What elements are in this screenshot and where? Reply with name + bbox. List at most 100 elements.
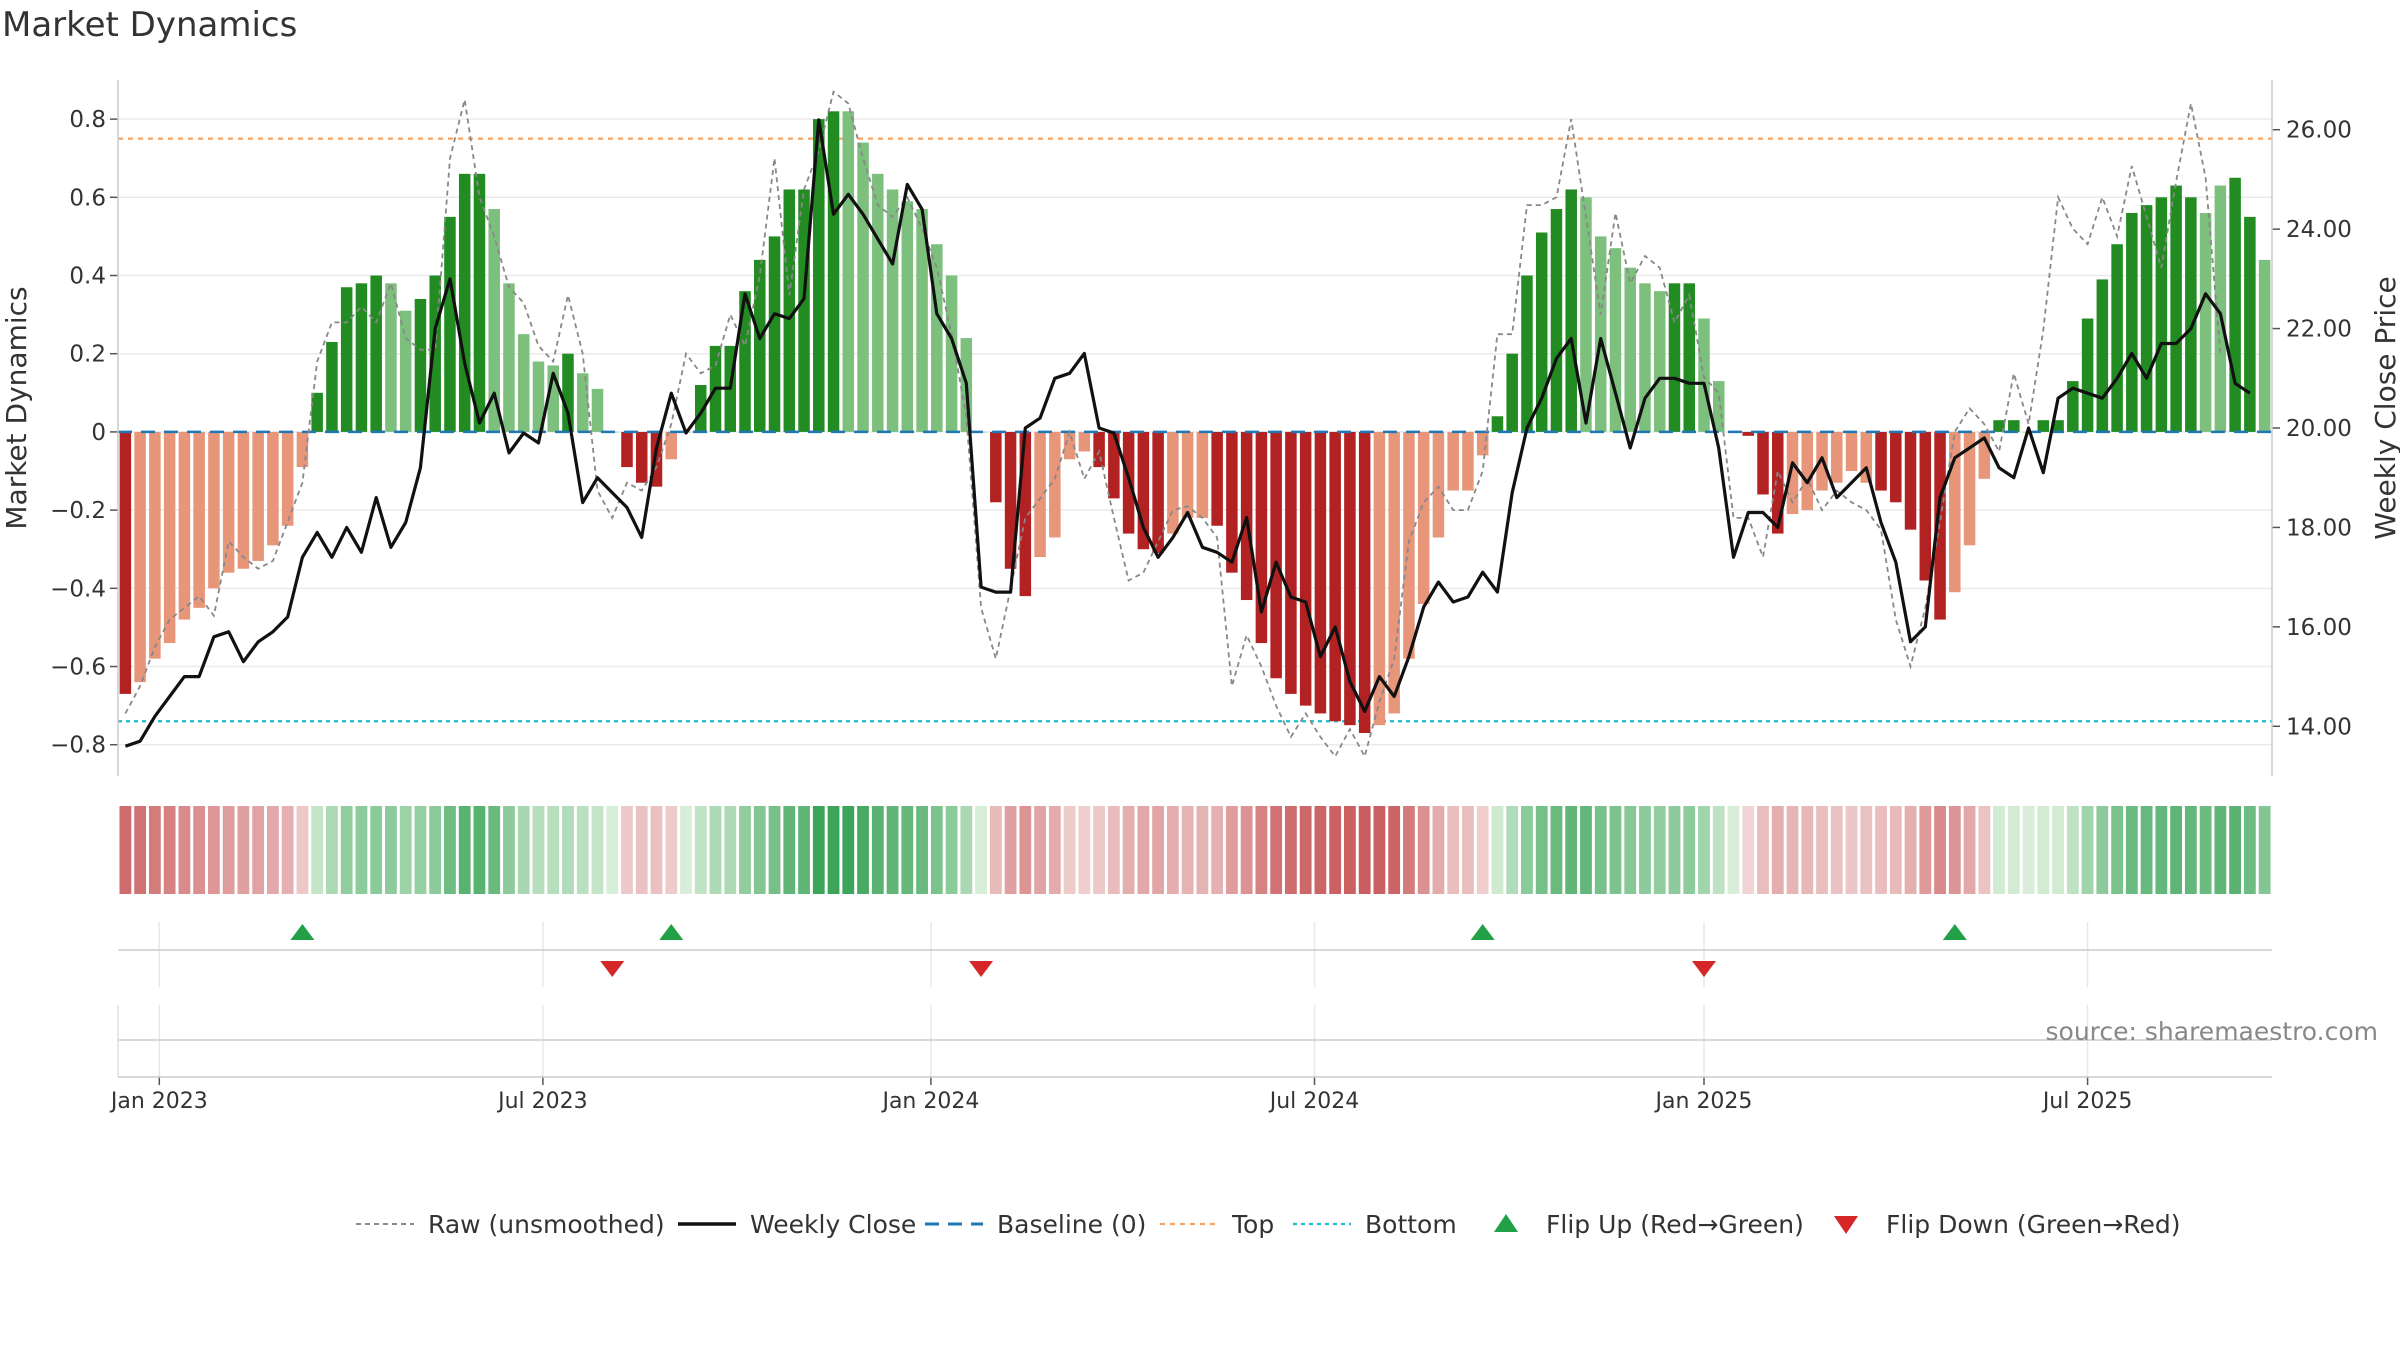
dynamics-bar	[1845, 431, 1858, 472]
dynamics-bar	[857, 142, 869, 432]
dynamics-bar	[2067, 381, 2079, 432]
dynamics-bar	[1550, 209, 1563, 432]
dynamics-bar	[1875, 431, 1887, 491]
dynamics-bar	[1683, 283, 1695, 432]
dynamics-bar	[458, 173, 471, 432]
strip-cell	[163, 806, 176, 894]
dynamics-bar	[1314, 431, 1327, 714]
dynamics-bar	[547, 365, 559, 432]
dynamics-bar	[1447, 431, 1459, 491]
strip-cell	[532, 806, 545, 894]
strip-cell	[1284, 806, 1297, 894]
strip-cell	[650, 806, 663, 894]
dynamics-bar	[1004, 431, 1017, 569]
strip-cell	[1875, 806, 1887, 894]
dynamics-bar	[237, 431, 250, 569]
dynamics-bar	[1786, 431, 1799, 515]
flip-down-marker	[600, 961, 625, 977]
dynamics-bar	[2155, 197, 2168, 432]
dynamics-bar	[1152, 431, 1164, 554]
strip-cell	[1270, 806, 1283, 894]
strip-cell	[1373, 806, 1386, 894]
strip-cell	[1978, 806, 1991, 894]
dynamics-bar	[1285, 431, 1297, 694]
strip-cell	[281, 806, 294, 894]
dynamics-bar	[370, 275, 382, 432]
strip-cell	[945, 806, 958, 894]
strip-cell	[1034, 806, 1046, 894]
strip-cell	[1934, 806, 1946, 894]
raw-series	[124, 90, 2222, 759]
strip-cell	[2155, 806, 2168, 894]
dynamics-bar	[503, 283, 515, 432]
strip-cell	[1521, 806, 1533, 894]
legend-label: Baseline (0)	[997, 1210, 1146, 1239]
strip-cell	[1447, 806, 1460, 894]
weekly-close-series	[124, 118, 2251, 748]
strip-cell	[1240, 806, 1253, 894]
strip-cell	[975, 806, 987, 894]
dynamics-bar	[945, 275, 958, 432]
strip-cell	[2096, 806, 2109, 894]
strip-cell	[1786, 806, 1799, 894]
dynamics-bar	[1639, 283, 1651, 432]
strip-cell	[1225, 806, 1238, 894]
strip-cell	[709, 806, 722, 894]
strip-cell	[2037, 806, 2050, 894]
raw-unsmoothed-line	[124, 90, 2222, 759]
y-right-tick-label: 18.00	[2286, 515, 2352, 541]
dynamics-bar	[326, 341, 338, 432]
strip-cell	[1432, 806, 1445, 894]
strip-cell	[385, 806, 397, 894]
strip-cell	[2243, 806, 2256, 894]
dynamics-bar	[872, 173, 884, 432]
strip-cell	[2052, 806, 2064, 894]
dynamics-bar	[1019, 431, 1032, 597]
dynamics-bar	[488, 209, 500, 432]
dynamics-bar	[429, 275, 441, 432]
dynamics-bar	[1093, 431, 1105, 468]
strip-cell	[1211, 806, 1224, 894]
strip-cell	[1048, 806, 1061, 894]
strip-cell	[724, 806, 737, 894]
strip-cell	[680, 806, 692, 894]
dynamics-bar	[1993, 420, 2005, 432]
strip-cell	[1476, 806, 1489, 894]
strip-cell	[1963, 806, 1976, 894]
dynamics-bar	[665, 431, 678, 460]
dynamics-bar	[1417, 431, 1430, 604]
dynamics-bar	[562, 353, 574, 432]
dynamics-bar	[1403, 431, 1415, 659]
strip-cell	[1771, 806, 1784, 894]
strip-cell	[739, 806, 751, 894]
dynamics-bar	[1963, 431, 1976, 546]
dynamics-bar	[1181, 431, 1194, 518]
strip-cell	[753, 806, 766, 894]
dynamics-bar	[1255, 431, 1268, 644]
y-left-tick-label: 0	[91, 420, 106, 446]
dynamics-bar	[2258, 259, 2271, 432]
dynamics-bar	[444, 216, 456, 432]
dynamics-bar	[1890, 431, 1902, 503]
dynamics-bar	[1299, 431, 1312, 706]
dynamics-bar	[1742, 431, 1755, 436]
strip-cell	[1639, 806, 1651, 894]
dynamics-bar	[1049, 431, 1061, 538]
dynamics-bar	[1949, 431, 1961, 593]
strip-cell	[621, 806, 633, 894]
strip-cell	[916, 806, 928, 894]
dynamics-bar	[1860, 431, 1873, 483]
strip-cell	[694, 806, 707, 894]
strip-cell	[1122, 806, 1135, 894]
strip-cell	[414, 806, 427, 894]
strip-cell	[2081, 806, 2094, 894]
strip-cell	[148, 806, 161, 894]
dynamics-bar	[1580, 197, 1592, 432]
strip-cell	[252, 806, 265, 894]
strip-cell	[1078, 806, 1091, 894]
x-axis: Jan 2023 Jul 2023 Jan 2024 Jul 2024 Jan 2025…	[109, 1076, 2272, 1114]
main-panel: −0.8 −0.6 −0.4 −0.2 0 0.2 0.4 0.6 0.8 14.00 16.00 1…	[50, 80, 2352, 776]
legend-label: Top	[1231, 1210, 1274, 1239]
strip-cell	[237, 806, 250, 894]
dynamics-bar	[2126, 212, 2138, 432]
